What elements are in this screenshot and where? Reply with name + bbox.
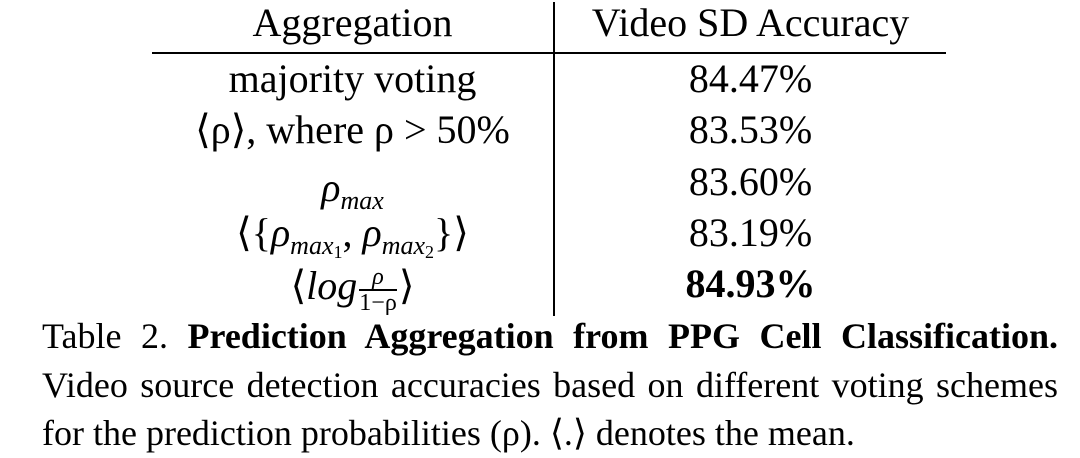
- caption-label: Table 2.: [42, 316, 168, 356]
- header-aggregation: Aggregation: [252, 0, 453, 45]
- column-divider: [553, 2, 555, 316]
- caption-text: Video source detection accuracies based …: [42, 364, 1058, 454]
- row-accuracy: 83.19%: [688, 210, 813, 255]
- header-accuracy: Video SD Accuracy: [591, 0, 910, 45]
- row-accuracy-best: 84.93%: [685, 261, 816, 306]
- row-aggregation: ⟨ρ⟩, where ρ > 50%: [195, 107, 510, 152]
- caption-title: Prediction Aggregation from PPG Cell Cla…: [187, 316, 1059, 356]
- header-rule: [152, 52, 946, 54]
- row-accuracy: 84.47%: [688, 56, 813, 101]
- row-aggregation: majority voting: [228, 56, 477, 101]
- row-accuracy: 83.60%: [688, 159, 813, 204]
- row-accuracy: 83.53%: [688, 107, 813, 152]
- row-aggregation: ⟨log ρ 1−ρ ⟩: [290, 263, 415, 316]
- row-aggregation: ρmax: [321, 165, 384, 215]
- row-aggregation: ⟨{ρmax1, ρmax2}⟩: [236, 210, 469, 262]
- table-caption: Table 2. Prediction Aggregation from PPG…: [42, 312, 1058, 458]
- fraction: ρ 1−ρ: [359, 263, 397, 316]
- results-table: Aggregation Video SD Accuracy majority v…: [152, 0, 946, 318]
